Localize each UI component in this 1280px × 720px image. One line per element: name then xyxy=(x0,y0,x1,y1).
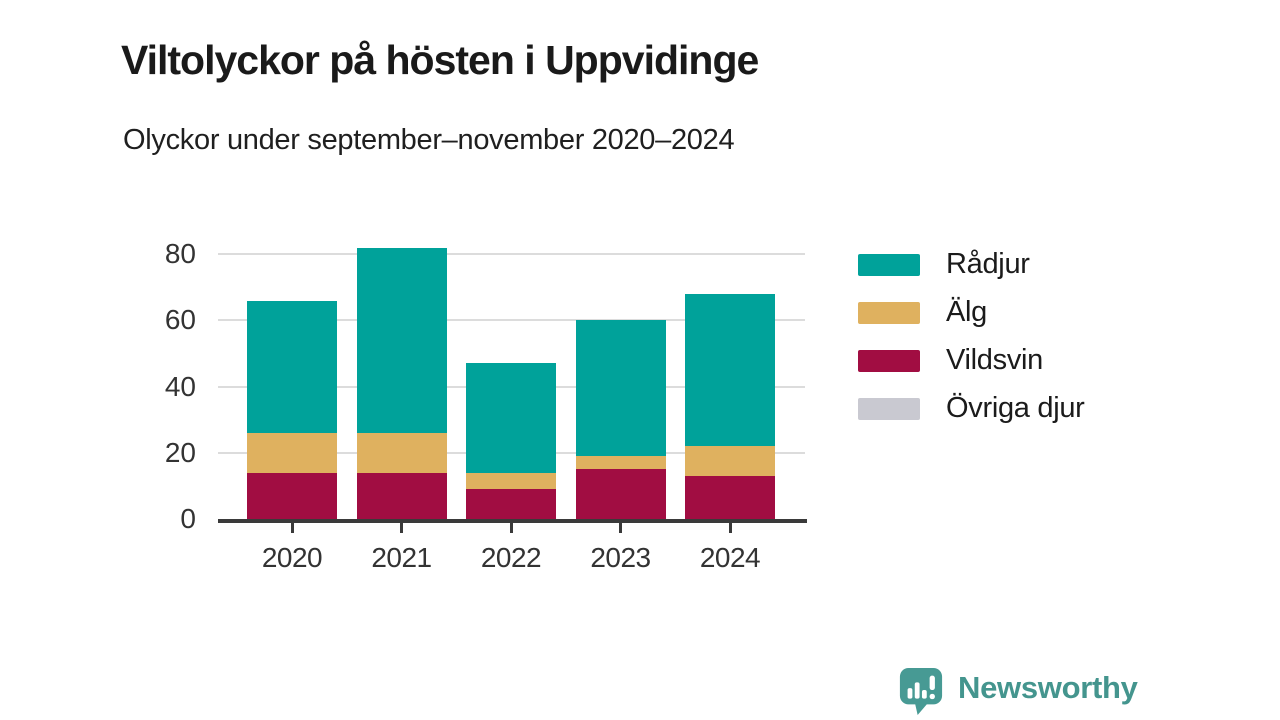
x-axis-tick-2020 xyxy=(290,522,294,533)
x-axis-label-2024: 2024 xyxy=(699,542,761,573)
bar-segment-Vildsvin-2024 xyxy=(685,475,775,519)
legend-item-Övriga djur: Övriga djur xyxy=(858,392,1085,425)
legend-label: Vildsvin xyxy=(946,344,1044,376)
legend-item-Rådjur: Rådjur xyxy=(858,248,1030,281)
y-axis-label-80: 80 xyxy=(164,238,196,270)
legend-label: Övriga djur xyxy=(946,392,1085,424)
bar-segment-Rådjur-2021 xyxy=(356,247,447,433)
x-axis-label-2020: 2020 xyxy=(261,542,323,573)
x-axis-tick-2024 xyxy=(728,522,732,533)
newsworthy-logo-icon xyxy=(899,668,943,715)
bar-segment-Älg-2023 xyxy=(575,456,666,470)
y-axis-label-20: 20 xyxy=(164,436,196,468)
y-axis-label-60: 60 xyxy=(164,304,196,336)
x-axis-tick-2023 xyxy=(619,522,622,533)
y-axis-label-0: 0 xyxy=(180,503,196,534)
bar-segment-Älg-2021 xyxy=(356,432,447,473)
y-axis-label-40: 40 xyxy=(164,370,196,402)
legend-item-Älg: Älg xyxy=(858,296,987,329)
bar-segment-Vildsvin-2023 xyxy=(575,469,666,519)
bar-segment-Älg-2022 xyxy=(466,472,556,490)
bar-segment-Vildsvin-2020 xyxy=(247,472,337,519)
legend-label: Rådjur xyxy=(946,248,1030,280)
x-axis-label-2022: 2022 xyxy=(480,542,542,573)
brand-name: Newsworthy xyxy=(958,670,1138,705)
legend-swatch-Vildsvin xyxy=(858,349,920,372)
chart-title: Viltolyckor på hösten i Uppvidinge xyxy=(121,37,759,84)
bar-segment-Älg-2024 xyxy=(685,446,775,476)
x-axis-line xyxy=(218,519,807,523)
x-axis-label-2021: 2021 xyxy=(371,542,432,573)
bar-segment-Rådjur-2020 xyxy=(247,300,337,433)
bar-segment-Rådjur-2024 xyxy=(685,293,775,447)
brand-footer: Newsworthy xyxy=(898,666,1138,716)
bar-segment-Älg-2020 xyxy=(247,432,337,473)
gridline-80 xyxy=(218,253,805,256)
bar-segment-Vildsvin-2022 xyxy=(466,489,556,519)
x-axis-tick-2022 xyxy=(509,522,513,533)
legend-swatch-Älg xyxy=(858,301,920,324)
legend-label: Älg xyxy=(946,296,988,328)
bar-segment-Rådjur-2023 xyxy=(575,320,666,457)
gridline-60 xyxy=(218,319,805,322)
legend-swatch-Övriga djur xyxy=(858,397,920,420)
x-axis-label-2023: 2023 xyxy=(590,542,651,573)
legend-swatch-Rådjur xyxy=(858,253,920,276)
legend-item-Vildsvin: Vildsvin xyxy=(858,344,1043,377)
x-axis-tick-2021 xyxy=(400,522,403,533)
bar-segment-Vildsvin-2021 xyxy=(356,472,447,519)
bar-segment-Rådjur-2022 xyxy=(466,363,556,473)
chart-subtitle: Olyckor under september–november 2020–20… xyxy=(123,124,735,156)
